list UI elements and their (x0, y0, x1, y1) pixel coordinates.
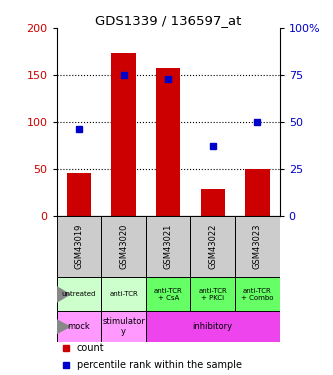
Bar (57, 311, 101, 342)
Text: anti-TCR
+ PKCi: anti-TCR + PKCi (198, 288, 227, 301)
Bar (101, 311, 146, 342)
Text: percentile rank within the sample: percentile rank within the sample (77, 360, 242, 370)
Text: GSM43022: GSM43022 (208, 224, 217, 269)
Text: GSM43020: GSM43020 (119, 224, 128, 269)
Bar (146, 311, 280, 342)
Bar (146, 216, 190, 278)
Bar (57, 216, 101, 278)
Bar (235, 216, 280, 278)
Text: count: count (77, 344, 104, 353)
Bar (190, 278, 235, 311)
Bar (111, 53, 136, 216)
Title: GDS1339 / 136597_at: GDS1339 / 136597_at (95, 14, 241, 27)
Bar (101, 216, 146, 278)
Bar (245, 169, 270, 216)
Text: anti-TCR
+ Combo: anti-TCR + Combo (241, 288, 274, 301)
Bar (57, 278, 101, 311)
Polygon shape (57, 319, 71, 334)
Bar (235, 278, 280, 311)
Text: untreated: untreated (62, 291, 96, 297)
Bar (156, 68, 180, 216)
Bar (200, 189, 225, 216)
Text: anti-TCR
+ CsA: anti-TCR + CsA (154, 288, 182, 301)
Bar (146, 278, 190, 311)
Bar (101, 278, 146, 311)
Text: mock: mock (68, 322, 90, 331)
Text: anti-TCR: anti-TCR (109, 291, 138, 297)
Text: GSM43019: GSM43019 (74, 224, 84, 269)
Text: stimulator
y: stimulator y (102, 317, 145, 336)
Bar (67, 172, 91, 216)
Text: GSM43021: GSM43021 (164, 224, 173, 269)
Text: GSM43023: GSM43023 (253, 224, 262, 269)
Text: inhibitory: inhibitory (193, 322, 233, 331)
Bar (190, 216, 235, 278)
Polygon shape (57, 286, 71, 303)
